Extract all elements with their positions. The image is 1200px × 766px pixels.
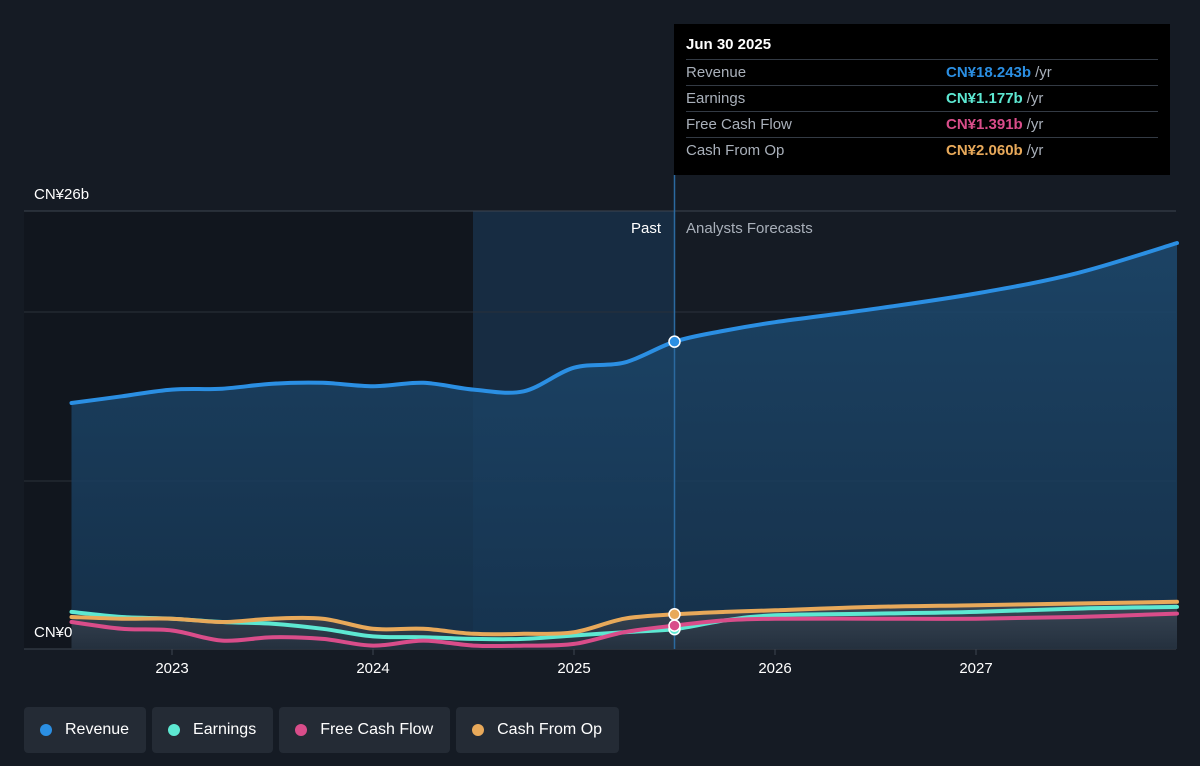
legend-item-free-cash-flow[interactable]: Free Cash Flow [279,707,451,753]
x-tick-label: 2027 [959,660,992,677]
cash-from-op-marker [668,608,681,621]
legend-label: Revenue [65,721,130,738]
forecast-label: Analysts Forecasts [686,220,813,237]
tooltip-unit: /yr [1026,90,1044,107]
x-tick-label: 2023 [155,660,188,677]
tooltip-row-cash-from-op: Cash From Op CN¥2.060b /yr [686,137,1158,163]
tooltip-value: CN¥1.391b [946,116,1023,133]
tooltip-row-earnings: Earnings CN¥1.177b /yr [686,85,1158,111]
chart-legend: Revenue Earnings Free Cash Flow Cash Fro… [24,707,620,753]
tooltip-value: CN¥18.243b [946,64,1032,81]
legend-label: Free Cash Flow [320,721,434,738]
legend-label: Earnings [193,721,257,738]
tooltip-unit: /yr [1035,64,1052,81]
x-tick-label: 2026 [758,660,791,677]
revenue-line [69,241,1179,405]
free-cash-flow-line [69,611,1179,649]
tooltip-row-revenue: Revenue CN¥18.243b /yr [686,59,1158,85]
tooltip-label: Free Cash Flow [686,116,792,133]
revenue-area [71,243,1177,649]
tooltip-date: Jun 30 2025 [686,36,772,53]
past-label: Past [631,220,662,237]
legend-item-cash-from-op[interactable]: Cash From Op [456,707,620,753]
legend-item-revenue[interactable]: Revenue [24,707,147,753]
tooltip-unit: /yr [1026,116,1044,133]
tooltip-value: CN¥1.177b [946,90,1023,107]
data-tooltip: Jun 30 2025 Revenue CN¥18.243b /yr Earni… [674,24,1170,175]
tooltip-label: Revenue [686,64,747,81]
tooltip-unit: /yr [1026,142,1044,159]
cash-from-op-line [69,599,1179,637]
legend-item-earnings[interactable]: Earnings [152,707,274,753]
legend-label: Cash From Op [497,721,603,738]
free-cash-flow-marker [668,619,681,632]
tooltip-label: Earnings [686,90,746,107]
y-tick-label-top: CN¥26b [34,186,89,203]
tooltip-row-free-cash-flow: Free Cash Flow CN¥1.391b /yr [686,111,1158,137]
y-tick-label-zero: CN¥0 [34,624,72,641]
legend-dot-icon [472,724,485,736]
x-tick-label: 2024 [356,660,389,677]
legend-dot-icon [168,724,181,736]
legend-dot-icon [295,724,308,736]
legend-dot-icon [40,724,52,736]
tooltip-value: CN¥2.060b [946,142,1023,159]
revenue-marker [668,335,681,348]
x-tick-label: 2025 [557,660,590,677]
tooltip-label: Cash From Op [686,142,785,159]
